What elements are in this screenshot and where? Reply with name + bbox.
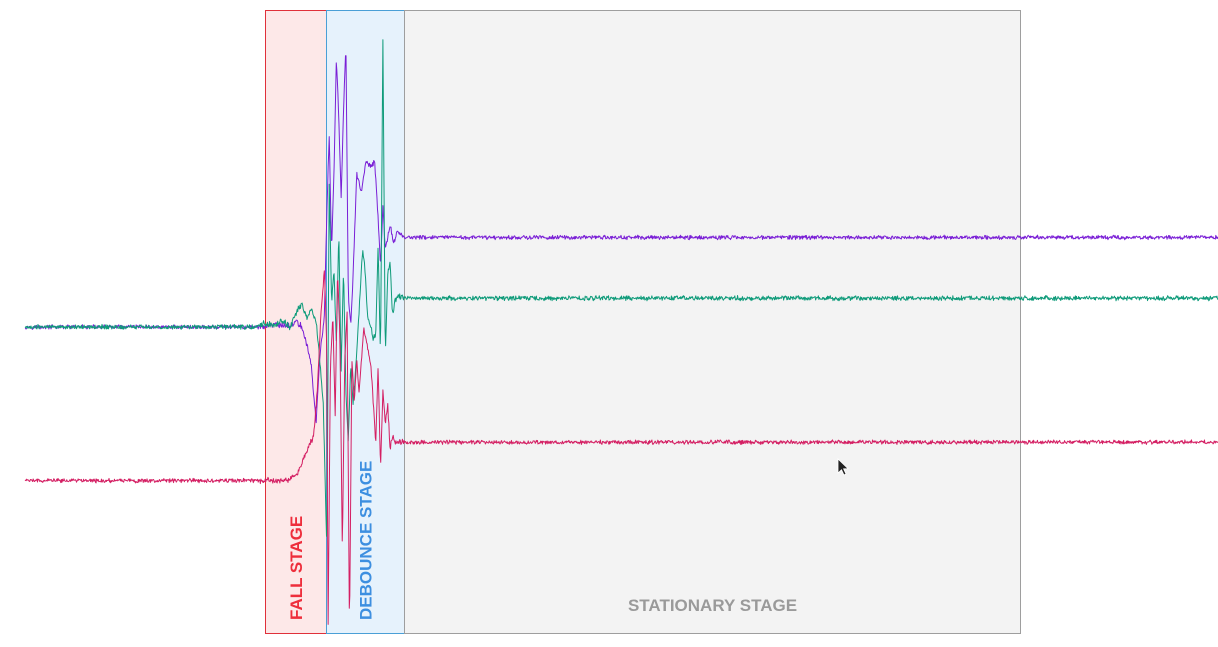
stage-regions [265, 10, 1021, 634]
stage-label-stationary: STATIONARY STAGE [628, 596, 797, 615]
series-line-2 [24, 39, 1218, 537]
series-line-3 [24, 270, 1218, 625]
stage-label-fall: FALL STAGE [287, 516, 306, 620]
signal-lines [24, 39, 1218, 625]
mouse-cursor-icon [837, 458, 849, 476]
stage-label-debounce: DEBOUNCE STAGE [357, 461, 376, 620]
stage-labels: FALL STAGE DEBOUNCE STAGE STATIONARY STAGE [287, 461, 797, 620]
stage-region-stationary [404, 10, 1021, 634]
